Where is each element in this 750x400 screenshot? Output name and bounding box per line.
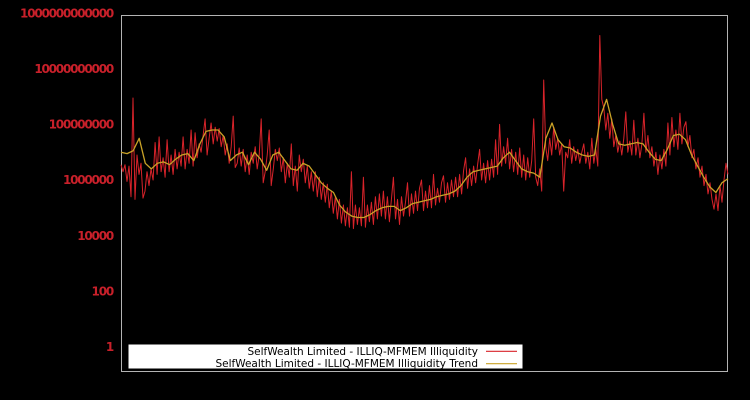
plot-area-border — [121, 15, 728, 372]
y-tick-label: 10000 — [77, 229, 114, 243]
legend-background — [128, 344, 523, 369]
illiquidity-trend-line — [120, 98, 729, 219]
y-tick-label: 10000000000 — [34, 62, 113, 76]
y-tick-label: 1000000000000 — [20, 7, 114, 21]
y-tick-label: 1000000 — [63, 173, 114, 187]
legend-label-trend: SelfWealth Limited - ILLIQ-MFMEM Illiqui… — [215, 358, 478, 370]
y-axis-labels: 1000000000000 10000000000 100000000 1000000… — [20, 7, 115, 354]
y-tick-label: 100 — [92, 284, 114, 298]
legend: SelfWealth Limited - ILLIQ-MFMEM Illiqui… — [128, 344, 523, 370]
y-tick-label: 1 — [106, 340, 114, 354]
y-tick-label: 100000000 — [49, 118, 114, 132]
legend-label-illiquidity: SelfWealth Limited - ILLIQ-MFMEM Illiqui… — [248, 346, 478, 358]
illiquidity-series-line — [120, 35, 729, 230]
